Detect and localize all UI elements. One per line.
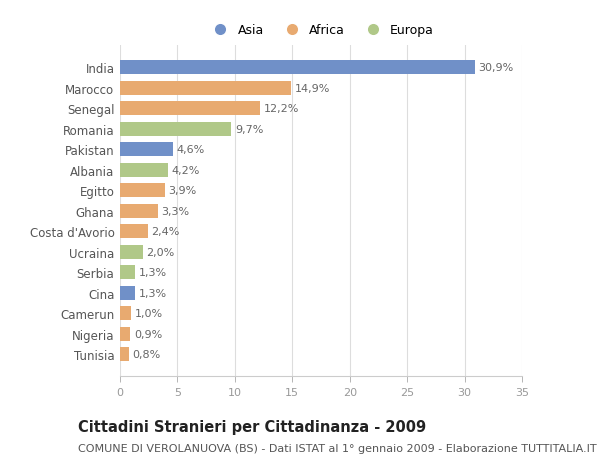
Text: 9,7%: 9,7%	[235, 124, 263, 134]
Bar	[120, 307, 131, 320]
Text: COMUNE DI VEROLANUOVA (BS) - Dati ISTAT al 1° gennaio 2009 - Elaborazione TUTTIT: COMUNE DI VEROLANUOVA (BS) - Dati ISTAT …	[78, 443, 596, 453]
Text: Cittadini Stranieri per Cittadinanza - 2009: Cittadini Stranieri per Cittadinanza - 2…	[78, 419, 426, 434]
Text: 3,9%: 3,9%	[168, 186, 196, 196]
Text: 1,0%: 1,0%	[135, 308, 163, 319]
Text: 4,2%: 4,2%	[172, 165, 200, 175]
Text: 3,3%: 3,3%	[161, 206, 190, 216]
Text: 12,2%: 12,2%	[263, 104, 299, 114]
Bar	[120, 102, 260, 116]
Bar	[120, 245, 143, 259]
Text: 1,3%: 1,3%	[139, 268, 167, 278]
Text: 2,0%: 2,0%	[146, 247, 175, 257]
Text: 2,4%: 2,4%	[151, 227, 179, 236]
Bar	[120, 81, 291, 95]
Text: 1,3%: 1,3%	[139, 288, 167, 298]
Bar	[120, 61, 475, 75]
Bar	[120, 266, 135, 280]
Bar	[120, 347, 129, 361]
Bar	[120, 204, 158, 218]
Bar	[120, 163, 168, 177]
Text: 0,9%: 0,9%	[134, 329, 162, 339]
Text: 4,6%: 4,6%	[176, 145, 205, 155]
Bar	[120, 286, 135, 300]
Bar	[120, 143, 173, 157]
Text: 0,8%: 0,8%	[133, 349, 161, 359]
Text: 30,9%: 30,9%	[478, 63, 514, 73]
Text: 14,9%: 14,9%	[295, 84, 330, 93]
Bar	[120, 122, 232, 136]
Bar	[120, 224, 148, 239]
Bar	[120, 184, 165, 198]
Legend: Asia, Africa, Europa: Asia, Africa, Europa	[203, 19, 439, 42]
Bar	[120, 327, 130, 341]
